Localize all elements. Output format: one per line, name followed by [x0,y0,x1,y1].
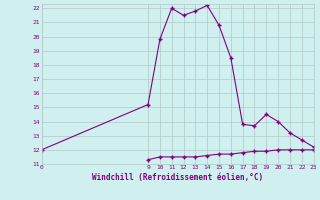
X-axis label: Windchill (Refroidissement éolien,°C): Windchill (Refroidissement éolien,°C) [92,173,263,182]
